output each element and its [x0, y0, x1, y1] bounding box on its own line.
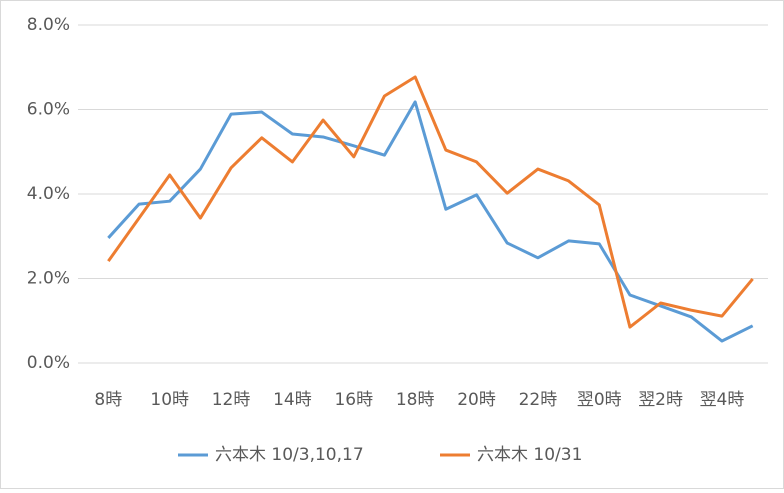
legend-label: 六本木 10/31	[477, 445, 582, 465]
y-tick-label: 8.0%	[27, 15, 70, 35]
y-tick-label: 6.0%	[27, 100, 70, 120]
legend-label: 六本木 10/3,10,17	[215, 445, 364, 465]
x-tick-label: 18時	[396, 390, 435, 410]
series-line	[107, 75, 754, 329]
series-line	[107, 100, 754, 343]
x-tick-label: 16時	[334, 390, 373, 410]
x-tick-label: 20時	[457, 390, 496, 410]
x-tick-label: 10時	[150, 390, 189, 410]
x-tick-label: 22時	[519, 390, 558, 410]
x-tick-label: 14時	[273, 390, 312, 410]
y-tick-label: 4.0%	[27, 184, 70, 204]
x-tick-label: 8時	[94, 390, 122, 410]
y-tick-label: 0.0%	[27, 353, 70, 373]
y-tick-label: 2.0%	[27, 269, 70, 289]
x-tick-label: 翌0時	[577, 390, 622, 410]
x-tick-label: 翌2時	[638, 390, 683, 410]
x-tick-label: 12時	[212, 390, 251, 410]
x-tick-label: 翌4時	[700, 390, 745, 410]
